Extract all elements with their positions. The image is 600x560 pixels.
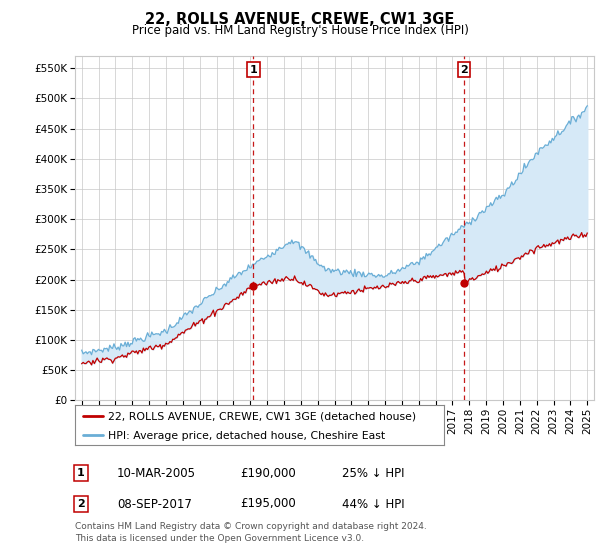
Text: 22, ROLLS AVENUE, CREWE, CW1 3GE (detached house): 22, ROLLS AVENUE, CREWE, CW1 3GE (detach…	[108, 412, 416, 422]
Text: 25% ↓ HPI: 25% ↓ HPI	[342, 466, 404, 480]
Text: 44% ↓ HPI: 44% ↓ HPI	[342, 497, 404, 511]
Text: 10-MAR-2005: 10-MAR-2005	[117, 466, 196, 480]
Text: 2: 2	[77, 499, 85, 509]
Text: 2: 2	[460, 64, 468, 74]
Text: 1: 1	[77, 468, 85, 478]
Text: Contains HM Land Registry data © Crown copyright and database right 2024.
This d: Contains HM Land Registry data © Crown c…	[75, 522, 427, 543]
Text: 1: 1	[250, 64, 257, 74]
Text: 22, ROLLS AVENUE, CREWE, CW1 3GE: 22, ROLLS AVENUE, CREWE, CW1 3GE	[145, 12, 455, 27]
Text: £195,000: £195,000	[240, 497, 296, 511]
Text: £190,000: £190,000	[240, 466, 296, 480]
Text: 08-SEP-2017: 08-SEP-2017	[117, 497, 192, 511]
Text: Price paid vs. HM Land Registry's House Price Index (HPI): Price paid vs. HM Land Registry's House …	[131, 24, 469, 37]
Text: HPI: Average price, detached house, Cheshire East: HPI: Average price, detached house, Ches…	[108, 431, 385, 441]
